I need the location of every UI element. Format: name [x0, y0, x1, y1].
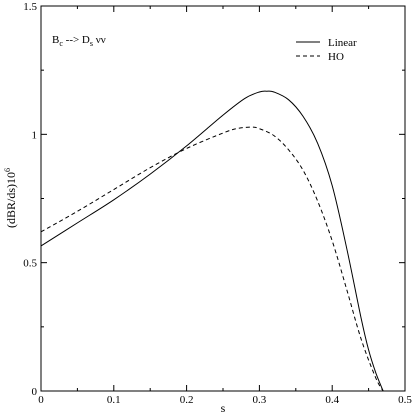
x-tick-label: 0 [38, 394, 44, 406]
legend-label-ho: HO [328, 51, 344, 63]
legend: Linear HO [296, 37, 357, 63]
x-axis-label: s [221, 401, 226, 415]
axis-ticks [40, 5, 406, 392]
chart-annotation: Bc --> Ds νν [52, 34, 106, 48]
annotation-main: B [52, 34, 59, 46]
x-tick-label: 0.2 [180, 394, 194, 406]
x-tick-label: 0.3 [253, 394, 267, 406]
annotation-sub1: c [59, 39, 63, 48]
y-axis-label-exponent: 6 [3, 168, 12, 172]
x-tick-label: 0.5 [398, 394, 412, 406]
y-tick-label: 1 [32, 129, 38, 141]
x-tick-label: 0.1 [107, 394, 121, 406]
axis-tick-labels: 0 0.1 0.2 0.3 0.4 0.5 0 0.5 1 1.5 [23, 1, 412, 406]
series-layer [40, 90, 384, 392]
y-tick-label: 1.5 [23, 1, 37, 13]
annotation-arrow: --> D [63, 34, 90, 46]
legend-label-linear: Linear [328, 37, 357, 49]
series-line-ho [40, 126, 384, 392]
y-axis-label-main: (dBR/ds)10 [4, 172, 18, 228]
annotation-rest: νν [93, 34, 106, 46]
plot-frame [40, 5, 406, 392]
y-axis-label: (dBR/ds)106 [3, 168, 18, 228]
annotation-sub2: s [90, 39, 93, 48]
y-tick-label: 0 [32, 386, 38, 398]
y-tick-label: 0.5 [23, 258, 37, 270]
x-tick-label: 0.4 [325, 394, 339, 406]
series-line-linear [40, 90, 384, 392]
